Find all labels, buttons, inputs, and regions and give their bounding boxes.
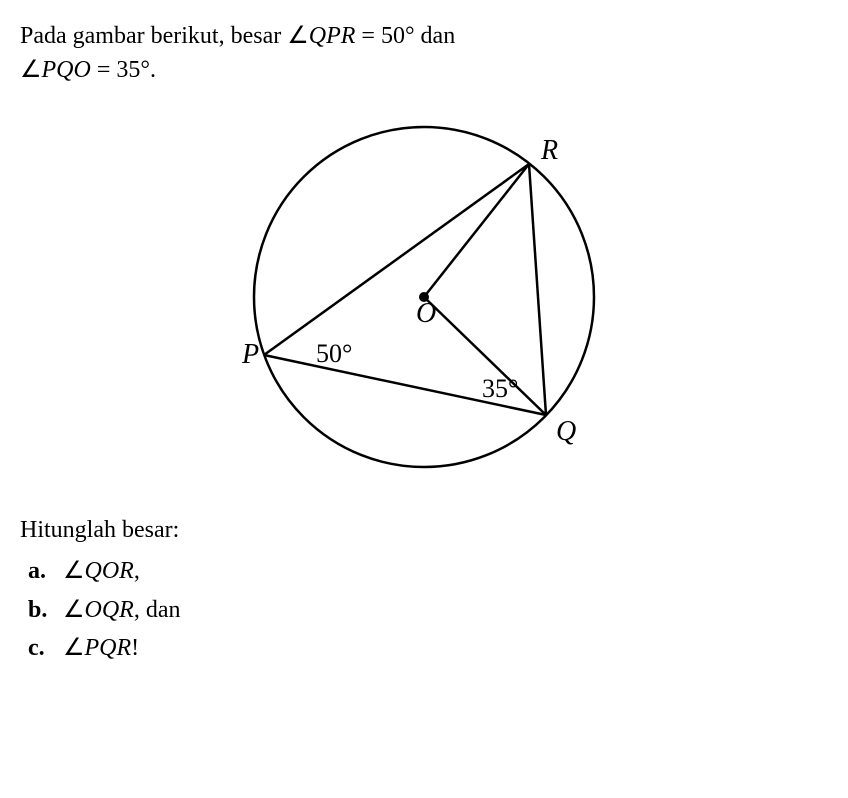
angle-eq-1: = 50° dan xyxy=(355,23,455,49)
angle-symbol-1: ∠ xyxy=(287,23,309,49)
angle-name: PQR xyxy=(85,635,132,661)
question-suffix: ! xyxy=(131,635,139,661)
question-item-0: a.∠QOR, xyxy=(20,552,828,590)
line-R-Q xyxy=(529,164,546,415)
angle-name-2: PQO xyxy=(42,57,91,83)
diagram-container: R P Q O 50° 35° xyxy=(20,97,828,497)
angle-name: QOR xyxy=(85,558,134,584)
angle-eq-2: = 35°. xyxy=(91,57,156,83)
line-O-R xyxy=(424,164,529,297)
circle-diagram: R P Q O 50° 35° xyxy=(224,97,624,497)
question-suffix: , xyxy=(134,558,140,584)
point-label-O: O xyxy=(416,298,436,329)
angle-name-1: QPR xyxy=(309,23,356,49)
angle-name: OQR xyxy=(85,597,134,623)
question-item-2: c.∠PQR! xyxy=(20,629,828,667)
angle-symbol: ∠ xyxy=(63,558,85,584)
angle-label-0: 50° xyxy=(316,339,352,368)
line-P-R xyxy=(264,164,529,355)
question-label: c. xyxy=(28,629,63,667)
question-label: b. xyxy=(28,591,63,629)
problem-statement: Pada gambar berikut, besar ∠QPR = 50° da… xyxy=(20,20,828,87)
angle-symbol: ∠ xyxy=(63,597,85,623)
point-label-Q: Q xyxy=(556,416,576,447)
point-label-R: R xyxy=(540,135,558,166)
angle-symbol-2: ∠ xyxy=(20,57,42,83)
questions-block: Hitunglah besar: a.∠QOR,b.∠OQR, danc.∠PQ… xyxy=(20,517,828,667)
angle-label-1: 35° xyxy=(482,374,518,403)
problem-text-1: Pada gambar berikut, besar xyxy=(20,23,287,49)
question-item-1: b.∠OQR, dan xyxy=(20,591,828,629)
question-suffix: , dan xyxy=(134,597,181,623)
questions-header: Hitunglah besar: xyxy=(20,517,828,544)
angle-symbol: ∠ xyxy=(63,635,85,661)
question-label: a. xyxy=(28,552,63,590)
point-label-P: P xyxy=(241,339,259,370)
